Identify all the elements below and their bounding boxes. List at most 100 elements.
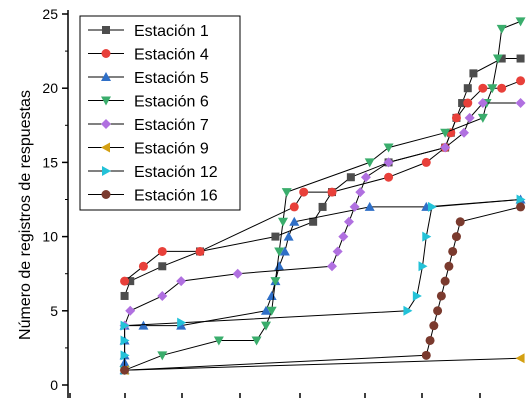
data-point <box>496 24 507 34</box>
legend-item: Estación 16 <box>88 188 218 205</box>
series-line <box>124 357 521 371</box>
data-point <box>274 261 285 271</box>
data-point <box>327 187 337 197</box>
y-tick-label: 15 <box>42 154 58 170</box>
data-point <box>422 231 432 242</box>
data-point <box>125 305 136 316</box>
data-point <box>126 277 135 286</box>
data-point <box>266 306 277 316</box>
y-tick-label: 10 <box>42 229 58 245</box>
data-point <box>138 261 148 271</box>
data-point <box>455 217 465 227</box>
data-point <box>403 305 413 316</box>
data-point <box>213 336 224 346</box>
legend-label: Estación 16 <box>134 188 218 205</box>
data-point <box>283 231 294 241</box>
data-point <box>515 98 526 109</box>
data-point <box>318 202 327 211</box>
data-point <box>469 69 478 78</box>
data-point <box>487 84 498 94</box>
data-point <box>195 246 205 256</box>
legend-label: Estación 4 <box>134 47 209 64</box>
data-point <box>451 232 461 242</box>
data-point <box>120 335 130 346</box>
data-point <box>425 335 435 345</box>
data-point <box>177 317 187 328</box>
data-point <box>440 142 451 153</box>
data-point <box>421 350 431 360</box>
y-tick-label: 25 <box>42 6 58 22</box>
data-point <box>383 157 394 168</box>
data-point <box>459 127 469 138</box>
legend-marker <box>101 49 111 58</box>
series-8 <box>120 202 526 375</box>
data-point <box>277 217 288 227</box>
data-point <box>421 157 431 167</box>
legend-label: Estación 1 <box>134 23 209 40</box>
y-tick-label: 20 <box>42 80 58 96</box>
data-point <box>384 172 394 182</box>
data-point <box>463 84 472 93</box>
data-point <box>281 188 292 198</box>
data-point <box>343 216 354 227</box>
data-point <box>271 232 280 241</box>
data-point <box>440 128 451 138</box>
data-point <box>463 98 473 108</box>
data-point <box>497 83 507 93</box>
data-point <box>364 201 375 211</box>
data-point <box>299 187 309 197</box>
data-point <box>274 247 285 257</box>
data-point <box>497 54 506 63</box>
data-point <box>138 320 149 330</box>
data-point <box>515 353 525 364</box>
data-point <box>349 201 360 212</box>
data-point <box>157 290 168 301</box>
legend-marker <box>101 96 111 106</box>
series-6 <box>119 353 525 376</box>
data-point <box>355 187 366 198</box>
data-point <box>270 277 281 287</box>
legend-marker <box>102 26 110 34</box>
data-point <box>477 98 488 109</box>
data-point <box>120 350 130 361</box>
data-point <box>429 321 439 331</box>
y-tick-label: 5 <box>50 303 58 319</box>
legend-item: Estación 9 <box>88 141 209 158</box>
data-point <box>261 321 271 331</box>
data-point <box>436 291 446 301</box>
legend-box <box>79 15 241 211</box>
data-point <box>158 262 167 271</box>
data-point <box>266 290 277 300</box>
data-point <box>515 17 526 27</box>
data-point <box>516 202 526 212</box>
legend-marker <box>101 119 111 129</box>
y-axis-title: Número de registros de respuestas <box>17 90 34 340</box>
data-point <box>289 216 300 226</box>
data-point <box>120 320 130 331</box>
legend-label: Estación 6 <box>134 94 209 111</box>
data-point <box>120 365 130 375</box>
data-point <box>157 246 167 256</box>
data-point <box>360 172 371 183</box>
axis-layer: 0 5 10 15 20 25 <box>42 6 481 398</box>
data-point <box>383 143 394 153</box>
data-point <box>120 291 129 300</box>
data-point <box>477 113 488 123</box>
data-point <box>232 268 243 279</box>
data-point <box>451 113 461 123</box>
data-point <box>309 217 318 226</box>
series-layer <box>119 17 526 376</box>
data-point <box>338 231 349 242</box>
data-point <box>418 261 428 272</box>
legend-marker <box>102 166 111 176</box>
data-point <box>440 276 450 286</box>
data-point <box>279 246 290 256</box>
legend-marker <box>101 142 110 153</box>
series-line <box>124 80 521 282</box>
data-point <box>364 158 375 168</box>
legend-item: Estación 7 <box>88 117 209 134</box>
legend: Estación 1 Estación 4 Estación 5 Estación 6… <box>79 15 241 211</box>
legend-item: Estación 6 <box>88 94 209 111</box>
series-5 <box>119 98 526 331</box>
